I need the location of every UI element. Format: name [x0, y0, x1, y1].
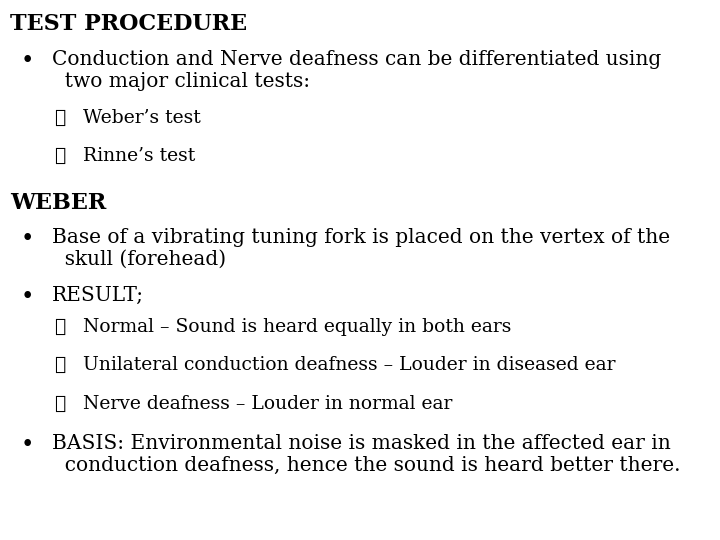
- Text: ✓: ✓: [54, 356, 66, 374]
- Text: ✓: ✓: [54, 395, 66, 413]
- Text: RESULT;: RESULT;: [52, 286, 144, 305]
- Text: Nerve deafness – Louder in normal ear: Nerve deafness – Louder in normal ear: [83, 395, 452, 413]
- Text: •: •: [20, 50, 34, 72]
- Text: WEBER: WEBER: [10, 192, 107, 214]
- Text: ✓: ✓: [54, 147, 66, 165]
- Text: BASIS: Environmental noise is masked in the affected ear in
  conduction deafnes: BASIS: Environmental noise is masked in …: [52, 434, 680, 475]
- Text: Conduction and Nerve deafness can be differentiated using
  two major clinical t: Conduction and Nerve deafness can be dif…: [52, 50, 661, 91]
- Text: TEST PROCEDURE: TEST PROCEDURE: [10, 14, 247, 36]
- Text: Normal – Sound is heard equally in both ears: Normal – Sound is heard equally in both …: [83, 318, 511, 335]
- Text: Base of a vibrating tuning fork is placed on the vertex of the
  skull (forehead: Base of a vibrating tuning fork is place…: [52, 228, 670, 269]
- Text: •: •: [20, 228, 34, 250]
- Text: ✓: ✓: [54, 109, 66, 126]
- Text: Weber’s test: Weber’s test: [83, 109, 201, 126]
- Text: Unilateral conduction deafness – Louder in diseased ear: Unilateral conduction deafness – Louder …: [83, 356, 616, 374]
- Text: •: •: [20, 434, 34, 456]
- Text: •: •: [20, 286, 34, 308]
- Text: Rinne’s test: Rinne’s test: [83, 147, 195, 165]
- Text: ✓: ✓: [54, 318, 66, 335]
